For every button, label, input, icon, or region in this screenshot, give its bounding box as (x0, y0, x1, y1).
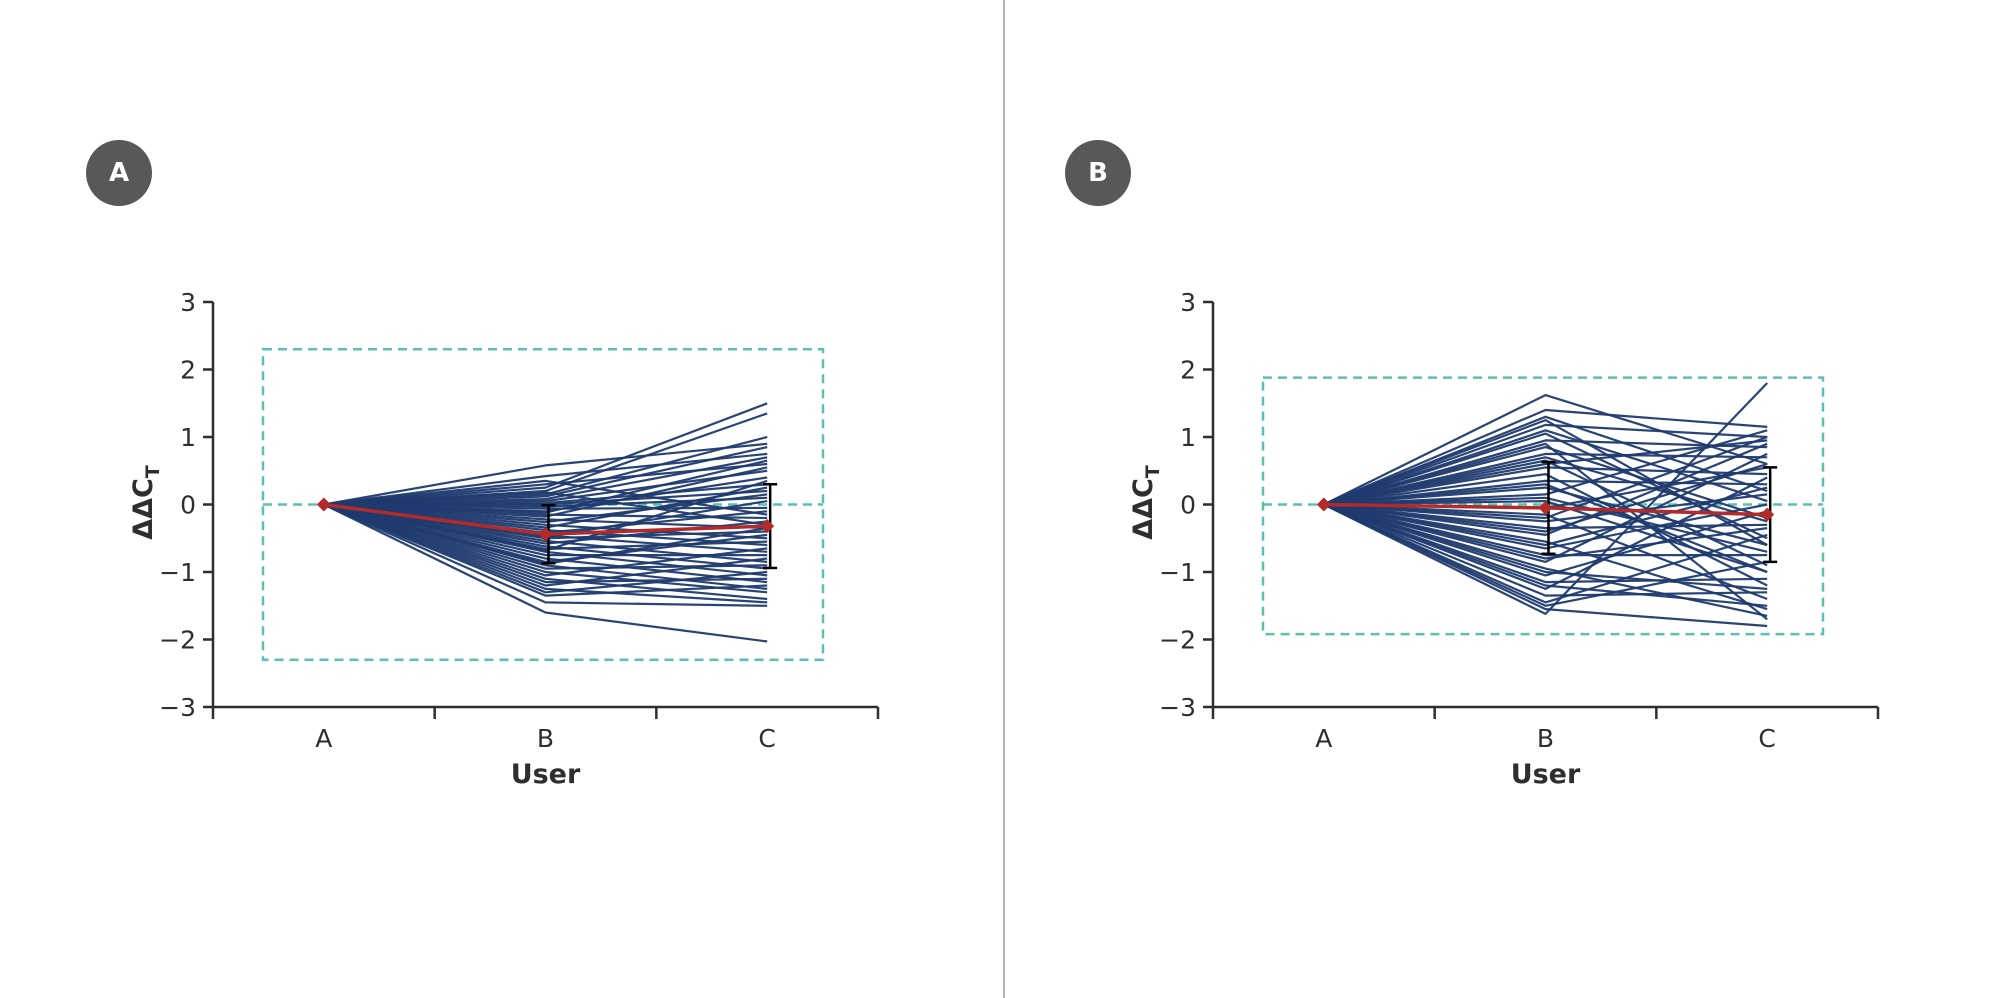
chart-0-y-axis-title-main: ΔΔC (128, 478, 159, 540)
chart-1-mean-point-0 (1316, 497, 1331, 512)
chart-1-y-tick-label-1: 2 (1180, 356, 1196, 385)
chart-1-series-line-3 (1323, 423, 1768, 506)
chart-1-threshold-box (1261, 376, 1825, 636)
chart-1-x-axis-title: User (1511, 759, 1581, 790)
chart-0-mean-point-2 (760, 519, 775, 534)
panel-label-b-text: B (1088, 158, 1108, 188)
chart-1-mean-point-2 (1760, 507, 1775, 522)
chart-1-series-line-21 (1323, 503, 1768, 550)
chart-1-series-line-33 (1323, 503, 1768, 607)
chart-1-series-line-36 (1323, 496, 1768, 553)
chart-1-series-group (1323, 382, 1768, 628)
chart-1-series-line-23 (1323, 452, 1768, 564)
panel-label-a-text: A (108, 158, 130, 188)
chart-1-series-line-18 (1323, 503, 1768, 530)
chart-1-series-line-35 (1323, 439, 1768, 506)
chart-0-x-tick-label-1: B (537, 724, 554, 753)
chart-1-mean-point-1 (1538, 500, 1553, 515)
chart-1-series-line-40 (1323, 483, 1768, 574)
chart-1-y-tick-label-4: −1 (1159, 558, 1196, 587)
chart-0-series-line-46 (323, 459, 768, 514)
chart-0-series-line-3 (323, 402, 768, 506)
chart-0-x-tick-label-0: A (315, 724, 332, 753)
chart-1-y-tick-label-0: 3 (1180, 288, 1196, 317)
chart-1-series-line-28 (1323, 503, 1768, 597)
chart-0-series-line-41 (323, 503, 768, 597)
chart-1-series-line-44 (1323, 486, 1768, 547)
chart-0-y-tick-label-4: −1 (159, 558, 196, 587)
chart-0-series-line-1 (323, 452, 768, 506)
chart-1-x-tick-label-2: C (1758, 724, 1775, 753)
chart-1-series-line-31 (1323, 382, 1768, 616)
chart-1-series-line-38 (1323, 503, 1768, 560)
chart-0-series-line-48 (323, 479, 768, 552)
chart-0-x-tick-label-2: C (758, 724, 775, 753)
chart-1-series-line-41 (1323, 435, 1768, 520)
chart-0-y-tick-label-6: −3 (159, 693, 196, 722)
chart-panel-a: 3 2 1 0 −1 −2 −3 A B C User ΔΔCT (128, 288, 880, 790)
chart-0-series-line-43 (323, 503, 768, 643)
chart-1-y-tick-label-3: 0 (1180, 491, 1196, 520)
chart-1-x-tick-label-0: A (1315, 724, 1332, 753)
chart-1-series-line-11 (1323, 479, 1768, 506)
chart-1-series-line-20 (1323, 503, 1768, 611)
chart-0-series-line-29 (323, 503, 768, 557)
chart-0-y-tick-label-0: 3 (180, 288, 196, 317)
chart-1-series-line-7 (1323, 452, 1768, 506)
chart-1-y-axis-title-main: ΔΔC (1128, 478, 1159, 540)
chart-1-series-line-34 (1323, 442, 1768, 621)
chart-1-series-line-32 (1323, 503, 1768, 607)
chart-1-series-line-45 (1323, 419, 1768, 546)
chart-0-y-tick-label-2: 1 (180, 423, 196, 452)
chart-0-x-axis-title: User (511, 759, 581, 790)
chart-1-series-line-19 (1323, 442, 1768, 537)
chart-1-series-line-43 (1323, 456, 1768, 523)
chart-1-series-line-42 (1323, 503, 1768, 590)
chart-0-mean-point-1 (538, 527, 553, 542)
chart-0-series-line-0 (323, 442, 768, 506)
panel-divider (1003, 0, 1005, 998)
chart-1-y-axis-title: ΔΔCT (1128, 465, 1164, 540)
panel-label-b: B (1065, 140, 1131, 206)
chart-0-y-tick-label-1: 2 (180, 356, 196, 385)
chart-1-series-line-13 (1323, 429, 1768, 506)
chart-1-series-line-0 (1323, 394, 1768, 506)
chart-1-series-line-22 (1323, 503, 1768, 557)
chart-1-y-axis-title-subscript: T (1142, 465, 1164, 478)
chart-1-y-tick-label-5: −2 (1159, 626, 1196, 655)
chart-1-series-line-39 (1323, 429, 1768, 506)
chart-1-y-tick-label-2: 1 (1180, 423, 1196, 452)
chart-0-y-axis-title: ΔΔCT (128, 465, 164, 540)
chart-1-series-line-37 (1323, 462, 1768, 533)
chart-1-x-tick-label-1: B (1537, 724, 1554, 753)
chart-0-series-group (323, 402, 768, 643)
chart-1-series-line-1 (1323, 408, 1768, 506)
panel-label-a: A (86, 140, 152, 206)
chart-0-y-tick-label-3: 0 (180, 491, 196, 520)
chart-0-mean-point-0 (316, 497, 331, 512)
chart-1-series-line-9 (1323, 466, 1768, 506)
chart-panel-b: 3 2 1 0 −1 −2 −3 A B C User ΔΔCT (1128, 288, 1880, 790)
chart-1-y-tick-label-6: −3 (1159, 693, 1196, 722)
chart-0-y-axis-title-subscript: T (142, 465, 164, 478)
chart-0-y-tick-label-5: −2 (159, 626, 196, 655)
chart-0-series-line-42 (323, 503, 768, 607)
